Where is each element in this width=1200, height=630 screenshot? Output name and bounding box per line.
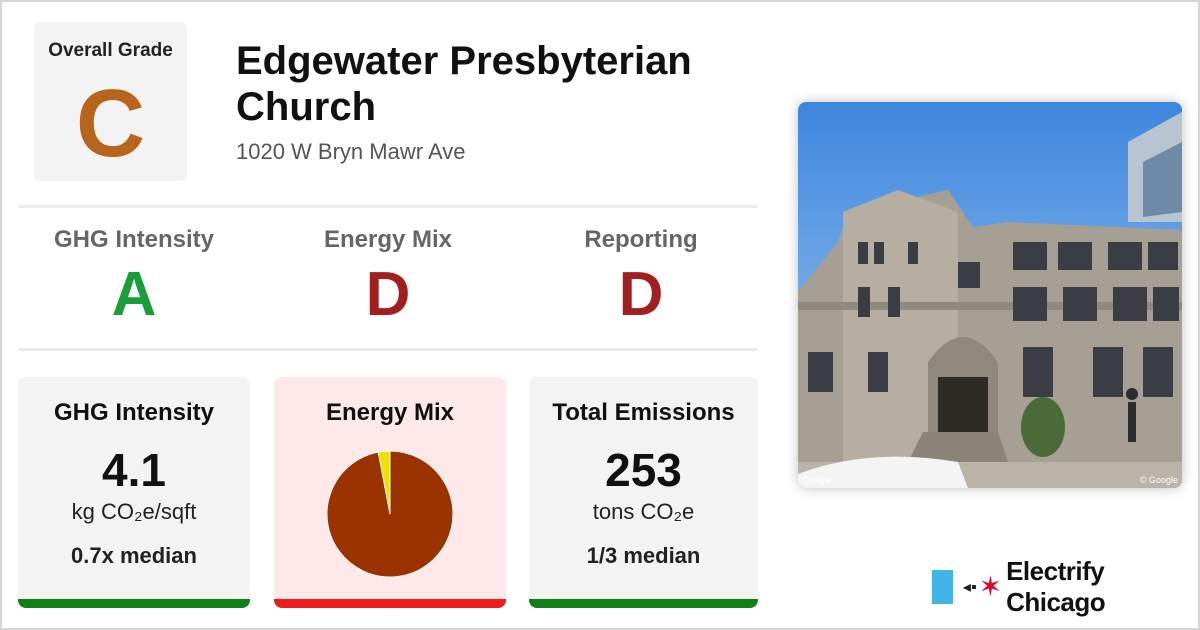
- overall-grade-label: Overall Grade: [48, 40, 173, 61]
- electrify-chicago-logo[interactable]: ◂▪ ✶ Electrify Chicago: [932, 556, 1200, 617]
- sub-grade-energy-mix: Energy Mix D: [268, 226, 508, 330]
- sub-grade-label: Reporting: [584, 226, 698, 253]
- divider: [18, 205, 758, 208]
- ghg-intensity-unit: kg CO₂e/sqft: [71, 499, 197, 524]
- status-bar: [18, 599, 250, 608]
- google-copyright: © Google: [1139, 475, 1178, 485]
- plug-icon: ◂▪: [962, 579, 977, 596]
- sub-grade-letter: D: [618, 260, 664, 329]
- sub-grade-reporting: Reporting D: [521, 226, 761, 330]
- building-name: Edgewater Presbyterian Church: [236, 39, 692, 129]
- star-icon: ✶: [978, 571, 1003, 602]
- card-total-emissions: Total Emissions 253 tons CO₂e 1/3 median: [529, 377, 758, 608]
- ghg-intensity-value: 4.1: [102, 444, 166, 496]
- sub-grade-letter: A: [111, 260, 157, 329]
- sub-grade-ghg: GHG Intensity A: [14, 226, 254, 330]
- sub-grade-letter: D: [365, 260, 411, 329]
- status-bar: [529, 599, 758, 608]
- energy-mix-pie-chart: [326, 450, 454, 578]
- sub-grade-label: GHG Intensity: [53, 226, 215, 253]
- total-emissions-median: 1/3 median: [586, 543, 701, 568]
- card-title: Total Emissions: [552, 399, 735, 426]
- sub-grade-label: Energy Mix: [323, 226, 453, 253]
- brand-name: Electrify Chicago: [1006, 556, 1106, 617]
- card-ghg-intensity: GHG Intensity 4.1 kg CO₂e/sqft 0.7x medi…: [18, 377, 250, 608]
- overall-grade-letter: C: [75, 70, 146, 177]
- card-energy-mix: Energy Mix: [274, 377, 506, 608]
- status-bar: [274, 599, 506, 608]
- chicago-flag-stripe: [932, 570, 953, 604]
- overall-grade-box: Overall Grade C: [34, 22, 187, 181]
- total-emissions-value: 253: [605, 444, 682, 496]
- google-watermark: Google: [802, 475, 832, 485]
- total-emissions-unit: tons CO₂e: [592, 499, 695, 524]
- ghg-intensity-median: 0.7x median: [71, 543, 197, 568]
- building-photo: Google © Google: [798, 102, 1182, 488]
- pie-slice: [326, 450, 454, 578]
- divider: [18, 348, 758, 351]
- card-title: GHG Intensity: [53, 399, 215, 426]
- card-title: Energy Mix: [325, 399, 455, 426]
- building-address: 1020 W Bryn Mawr Ave: [236, 139, 466, 164]
- building-street-view-image: [798, 102, 1182, 488]
